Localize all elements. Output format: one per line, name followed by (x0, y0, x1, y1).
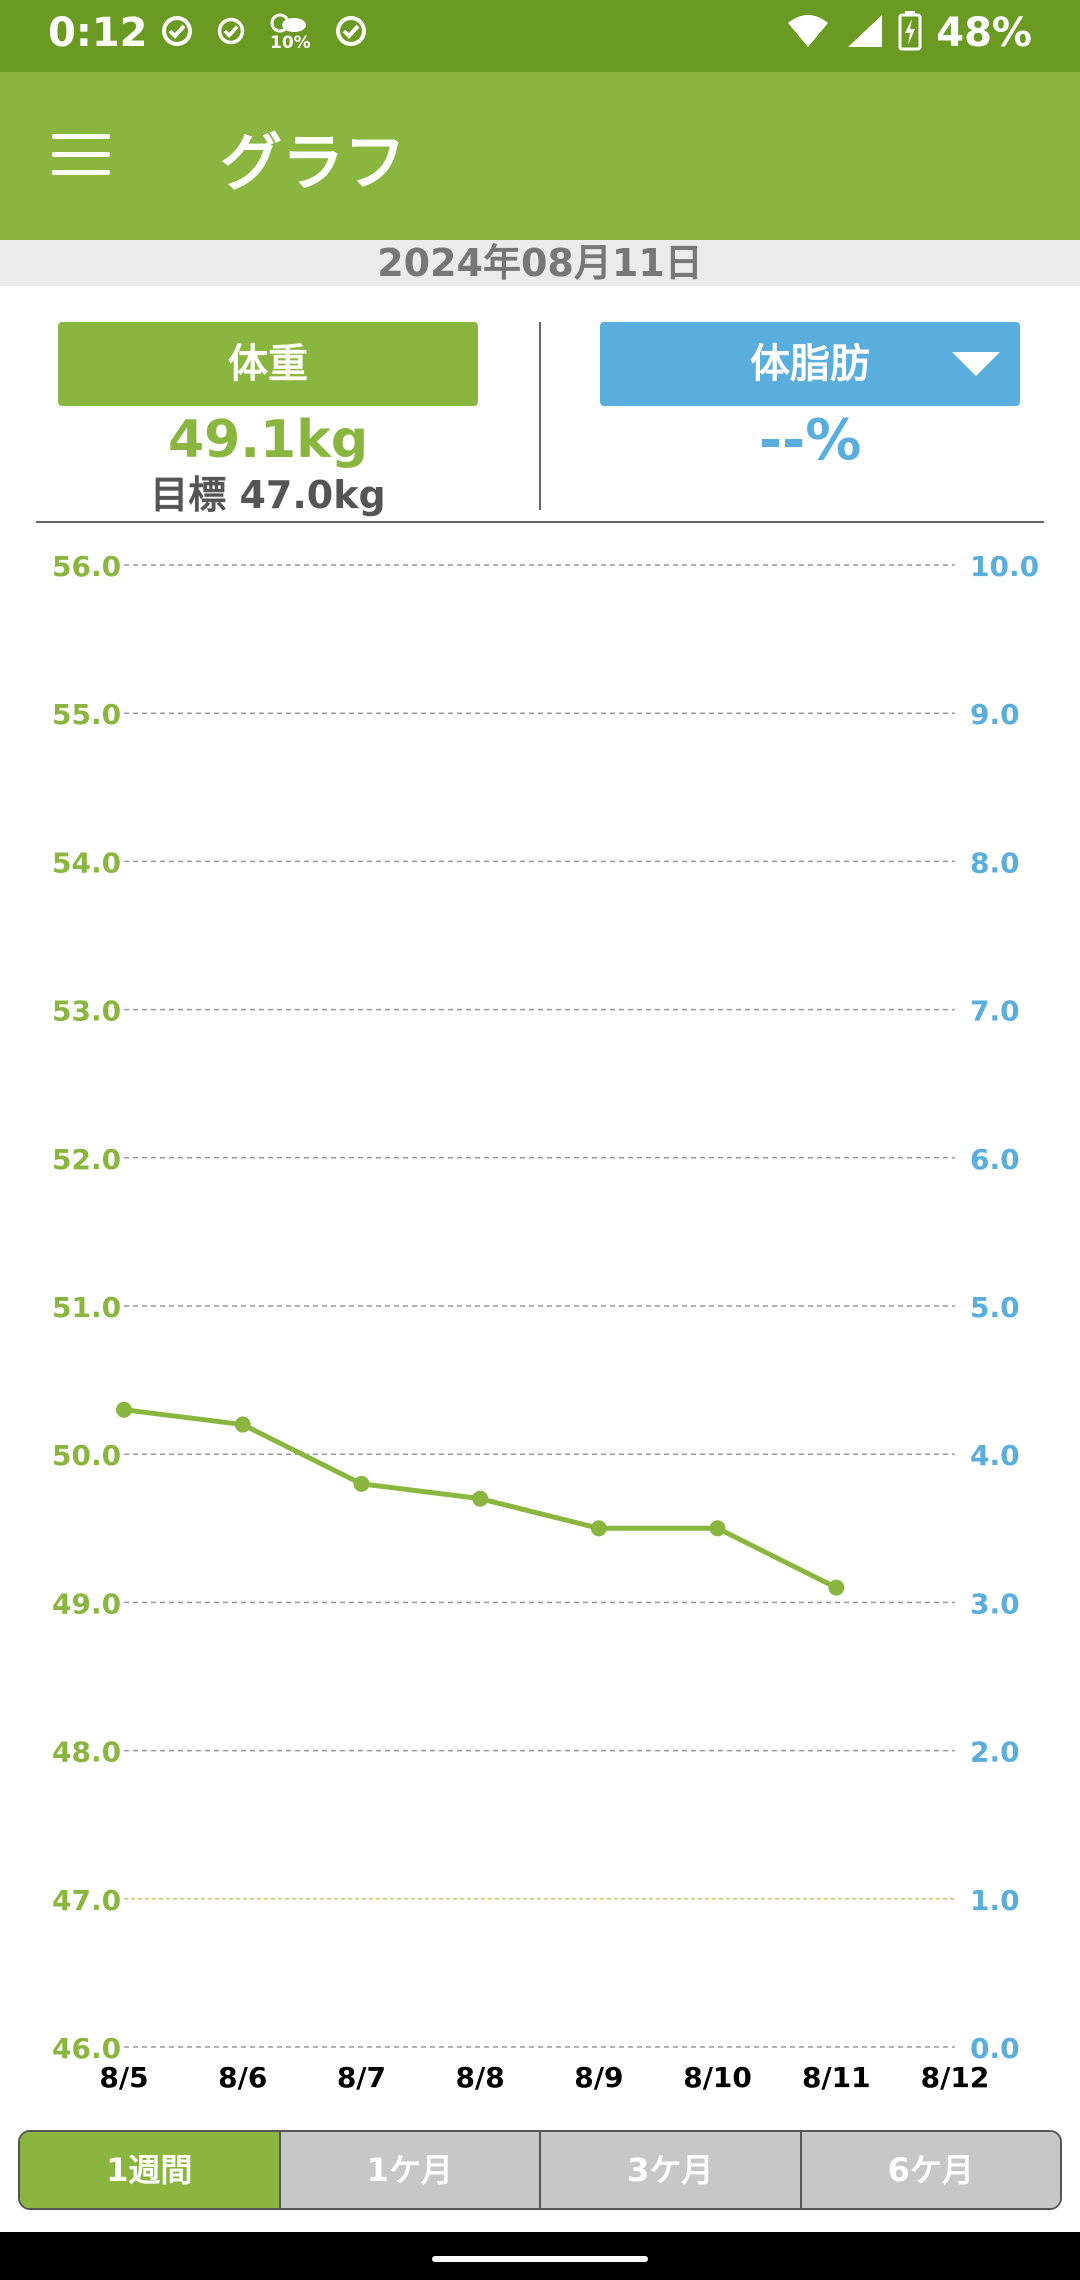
y-right-tick-label: 6.0 (970, 1143, 1020, 1176)
date-label: 2024年08月11日 (0, 240, 1080, 286)
tab-6-months[interactable]: 6ケ月 (799, 2132, 1060, 2208)
signal-icon (844, 13, 884, 53)
clock: 0:12 (48, 10, 148, 56)
x-tick-label: 8/6 (218, 2061, 267, 2090)
y-right-tick-label: 5.0 (970, 1291, 1020, 1324)
system-icons: 48% (786, 10, 1032, 56)
weight-button[interactable]: 体重 (58, 322, 478, 406)
body-fat-panel: 体脂肪 --% (600, 322, 1020, 473)
y-left-tick-label: 50.0 (52, 1439, 121, 1472)
tab-1-week[interactable]: 1週間 (20, 2132, 279, 2208)
weight-data-point (234, 1416, 251, 1433)
weight-data-point (590, 1520, 607, 1537)
divider (36, 521, 1044, 523)
x-tick-label: 8/8 (456, 2061, 505, 2090)
weight-data-point (472, 1490, 489, 1507)
battery-charging-icon (898, 11, 922, 55)
weight-value: 49.1kg (167, 410, 369, 470)
weight-chart: 56.0 10.0 55.0 9.0 54.0 8.0 53.0 7.0 52.0 6.0 51.0… (52, 550, 1039, 2090)
y-left-tick-label: 47.0 (52, 1884, 121, 1917)
body-fat-label: 体脂肪 (750, 341, 870, 387)
y-left-tick-label: 46.0 (52, 2032, 121, 2065)
y-left-tick-label: 55.0 (52, 698, 121, 731)
y-left-tick-label: 52.0 (52, 1143, 121, 1176)
weight-data-point (709, 1520, 726, 1537)
period-tabs: 1週間 1ケ月 3ケ月 6ケ月 (18, 2130, 1062, 2210)
divider (539, 322, 541, 510)
y-right-tick-label: 10.0 (970, 550, 1039, 583)
weight-panel: 体重 49.1kg 目標 47.0kg (58, 322, 478, 519)
check-circle-icon (160, 14, 194, 59)
weight-data-point (828, 1579, 845, 1596)
x-tick-label: 8/11 (802, 2061, 871, 2090)
weather-icon: 10% (268, 13, 312, 59)
wifi-icon (786, 13, 830, 53)
app-bar: グラフ (0, 72, 1080, 240)
y-left-tick-label: 49.0 (52, 1587, 121, 1620)
hamburger-menu-icon[interactable] (52, 132, 112, 178)
weight-data-point (353, 1475, 370, 1492)
y-left-tick-label: 56.0 (52, 550, 121, 583)
y-right-tick-label: 9.0 (970, 698, 1020, 731)
notification-icons: 10% (160, 13, 368, 59)
y-left-tick-label: 53.0 (52, 995, 121, 1028)
check-circle-icon (334, 14, 368, 59)
x-tick-label: 8/9 (574, 2061, 623, 2090)
y-right-tick-label: 2.0 (970, 1736, 1020, 1769)
weather-text: 10% (270, 32, 311, 53)
check-circle-icon (216, 16, 246, 57)
home-handle[interactable] (432, 2256, 648, 2262)
y-right-tick-label: 1.0 (970, 1884, 1020, 1917)
page-title: グラフ (220, 126, 407, 199)
y-right-tick-label: 7.0 (970, 995, 1020, 1028)
y-left-tick-label: 51.0 (52, 1291, 121, 1324)
battery-percent: 48% (936, 10, 1032, 56)
y-left-tick-label: 48.0 (52, 1736, 121, 1769)
body-fat-dropdown[interactable]: 体脂肪 (600, 322, 1020, 406)
weight-goal: 目標 47.0kg (150, 473, 386, 517)
tab-1-month[interactable]: 1ケ月 (278, 2132, 539, 2208)
x-tick-label: 8/10 (683, 2061, 752, 2090)
tab-3-months[interactable]: 3ケ月 (539, 2132, 800, 2208)
dropdown-triangle-icon (952, 352, 1000, 376)
x-tick-label: 8/5 (99, 2061, 148, 2090)
y-right-tick-label: 0.0 (970, 2032, 1020, 2065)
x-tick-label: 8/12 (921, 2061, 990, 2090)
status-bar: 0:12 10% 48% (0, 0, 1080, 72)
y-right-tick-label: 8.0 (970, 846, 1020, 879)
y-left-tick-label: 54.0 (52, 846, 121, 879)
y-right-tick-label: 4.0 (970, 1439, 1020, 1472)
body-fat-value: --% (758, 408, 862, 473)
y-right-tick-label: 3.0 (970, 1587, 1020, 1620)
x-tick-label: 8/7 (337, 2061, 386, 2090)
weight-data-point (116, 1401, 132, 1418)
